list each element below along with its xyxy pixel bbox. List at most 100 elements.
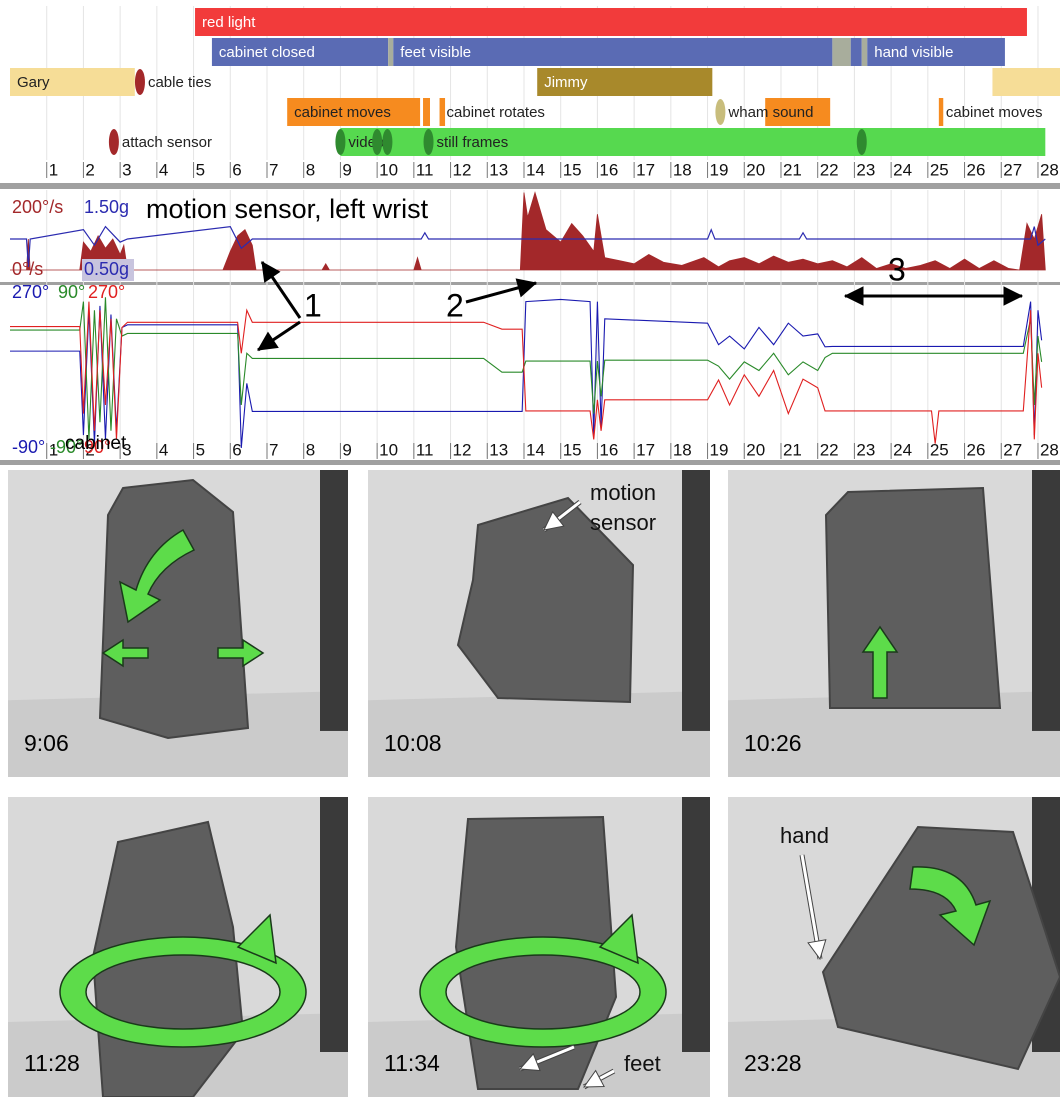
x-tick-label: 2: [85, 160, 94, 179]
photo-time: 9:06: [24, 730, 69, 756]
event-marker: [715, 99, 725, 125]
event-marker: [335, 129, 345, 155]
x-tick-label: 24: [893, 440, 912, 459]
event-label: cabinet moves: [294, 104, 391, 121]
event-label: cabinet closed: [219, 44, 315, 61]
page: 1122334455667788991010111112121313141415…: [0, 0, 1060, 1097]
x-tick-label: 20: [746, 160, 765, 179]
photo: 11:28: [8, 797, 348, 1097]
photo-time: 10:08: [384, 730, 442, 756]
x-tick-label: 17: [636, 440, 655, 459]
event-label: cabinet moves: [946, 104, 1043, 121]
photo-curtain: [682, 797, 710, 1052]
event-marker: [382, 129, 392, 155]
x-tick-label: 19: [710, 160, 729, 179]
photo-curtain: [320, 797, 348, 1052]
event-marker: [109, 129, 119, 155]
annotation: cabinet: [65, 433, 127, 454]
x-tick-label: 11: [416, 440, 434, 459]
event-label: Jimmy: [544, 74, 588, 91]
x-tick-label: 23: [856, 160, 875, 179]
annotation: 1: [304, 287, 322, 323]
x-tick-label: 12: [453, 160, 472, 179]
annotation: 2: [446, 287, 464, 323]
event-marker: [135, 69, 145, 95]
y-tick-label: 200°/s: [12, 197, 63, 217]
x-tick-label: 14: [526, 160, 545, 179]
photo-label: sensor: [590, 510, 656, 535]
event-bar: [195, 8, 1027, 36]
y-tick-label: 1.50g: [84, 197, 129, 217]
x-tick-label: 16: [599, 160, 618, 179]
x-tick-label: 21: [783, 440, 802, 459]
photo-time: 11:34: [384, 1050, 440, 1076]
photo-time: 11:28: [24, 1050, 80, 1076]
photo-time: 23:28: [744, 1050, 802, 1076]
event-bar: [423, 98, 430, 126]
event-marker: [372, 129, 382, 155]
x-tick-label: 6: [232, 160, 241, 179]
y-tick-label: 90°: [58, 282, 85, 302]
photo-time: 10:26: [744, 730, 802, 756]
x-tick-label: 25: [930, 160, 949, 179]
x-tick-label: 21: [783, 160, 802, 179]
y-tick-label: 0°/s: [12, 259, 43, 279]
x-tick-label: 4: [159, 160, 168, 179]
photo-label: motion: [590, 480, 656, 505]
x-tick-label: 18: [673, 440, 692, 459]
event-bar: [851, 38, 862, 66]
separator: [0, 183, 1060, 189]
event-label: feet visible: [400, 44, 471, 61]
x-tick-label: 27: [1003, 440, 1022, 459]
y-tick-label: 0.50g: [84, 259, 129, 279]
event-bar: [440, 98, 446, 126]
y-tick-label: 270°: [12, 282, 49, 302]
event-bar: [939, 98, 943, 126]
x-tick-label: 17: [636, 160, 655, 179]
photo-curtain: [320, 470, 348, 731]
event-bar: [992, 68, 1060, 96]
photo: 9:06: [8, 470, 348, 777]
photo: 10:08 motion sensor: [368, 470, 710, 777]
x-tick-label: 3: [122, 160, 131, 179]
x-tick-label: 11: [416, 160, 434, 179]
panel-title: motion sensor, left wrist: [146, 194, 429, 224]
event-marker: [424, 129, 434, 155]
x-tick-label: 22: [820, 160, 839, 179]
x-tick-label: 25: [930, 440, 949, 459]
photo: 10:26: [728, 470, 1060, 777]
event-label: Gary: [17, 74, 50, 91]
x-tick-label: 23: [856, 440, 875, 459]
x-tick-label: 8: [306, 160, 315, 179]
x-tick-label: 7: [269, 160, 278, 179]
event-label: red light: [202, 14, 256, 31]
event-label: cabinet rotates: [447, 104, 545, 121]
x-tick-label: 10: [379, 440, 398, 459]
x-tick-label: 20: [746, 440, 765, 459]
event-bar: [862, 38, 868, 66]
event-label: cable ties: [148, 74, 211, 91]
figure: 1122334455667788991010111112121313141415…: [0, 0, 1060, 1097]
annotation: 3: [888, 251, 906, 287]
x-tick-label: 9: [342, 440, 351, 459]
event-label: wham sound: [727, 104, 813, 121]
x-tick-label: 28: [1040, 440, 1059, 459]
event-label: hand visible: [874, 44, 953, 61]
event-label: still frames: [437, 134, 509, 151]
x-tick-label: 15: [563, 440, 582, 459]
x-tick-label: 15: [563, 160, 582, 179]
x-tick-label: 1: [49, 160, 58, 179]
x-tick-label: 7: [269, 440, 278, 459]
x-tick-label: 12: [453, 440, 472, 459]
event-bar: [388, 38, 393, 66]
y-tick-label: -90°: [12, 437, 45, 457]
x-tick-label: 16: [599, 440, 618, 459]
photo-curtain: [1032, 470, 1060, 731]
photo-curtain: [682, 470, 710, 731]
x-tick-label: 6: [232, 440, 241, 459]
x-tick-label: 26: [967, 160, 986, 179]
x-tick-label: 28: [1040, 160, 1059, 179]
x-tick-label: 26: [967, 440, 986, 459]
